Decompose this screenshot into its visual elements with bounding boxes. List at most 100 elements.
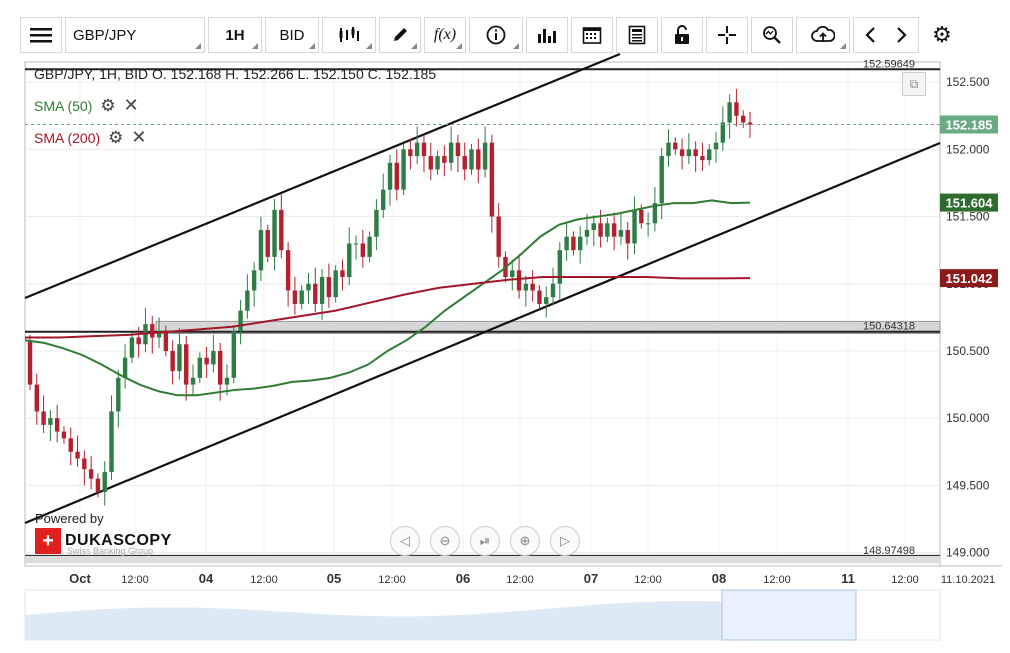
- candle-body: [156, 330, 162, 338]
- level-label: 150.64318: [863, 321, 915, 333]
- sma200-price-tag: [940, 269, 998, 288]
- draw-tool-button[interactable]: [379, 17, 421, 53]
- close-icon[interactable]: ✕: [123, 95, 139, 115]
- candle-body: [469, 149, 474, 170]
- candle-body: [231, 330, 236, 378]
- y-tick-label: 150.000: [946, 411, 990, 425]
- candle-body: [238, 310, 243, 331]
- candle-body: [571, 236, 576, 251]
- sma200-label: SMA (200): [34, 129, 101, 146]
- support-zone: [155, 320, 941, 334]
- y-tick-label: 151.500: [946, 210, 990, 224]
- zoom-out-button[interactable]: ⊖: [430, 526, 460, 556]
- zoom-button[interactable]: [751, 17, 793, 53]
- side-selector[interactable]: BID: [265, 17, 319, 53]
- gear-icon[interactable]: ⚙: [108, 127, 124, 147]
- candle-body: [109, 411, 114, 472]
- candle-body: [150, 324, 155, 338]
- close-icon[interactable]: ✕: [131, 127, 147, 147]
- channel-upper-line: [24, 52, 621, 300]
- sma50-price-tag: [940, 193, 998, 212]
- candle-body: [577, 236, 583, 251]
- x-tick-label: Oct: [69, 571, 91, 586]
- candle-body: [652, 203, 658, 224]
- candle-body: [224, 377, 230, 385]
- candle-body: [75, 451, 80, 459]
- news-button[interactable]: [616, 17, 658, 53]
- crosshair-button[interactable]: [706, 17, 748, 53]
- info-icon: [486, 25, 506, 45]
- current-price-label: 152.185: [946, 117, 993, 132]
- scroll-left-button[interactable]: ◁: [390, 526, 420, 556]
- lock-button[interactable]: [661, 17, 703, 53]
- candle-body: [720, 122, 726, 143]
- upload-button[interactable]: [796, 17, 850, 53]
- timeframe-selector[interactable]: 1H: [208, 17, 262, 53]
- level-label: 152.59649: [863, 58, 915, 70]
- candle-body: [136, 337, 141, 345]
- x-tick-label: 12:00: [121, 574, 149, 586]
- candle-body: [122, 357, 128, 378]
- sma200-legend: SMA (200) ⚙ ✕: [34, 127, 146, 148]
- symbol-selector[interactable]: GBP/JPY: [65, 17, 205, 53]
- y-tick-label: 149.000: [946, 546, 990, 560]
- candle-body: [211, 350, 216, 365]
- candle-body: [102, 471, 107, 493]
- x-tick-label: 11.10.2021: [941, 574, 995, 586]
- reset-button[interactable]: ⏯: [470, 526, 500, 556]
- candle-body: [306, 283, 311, 291]
- volume-button[interactable]: [526, 17, 568, 53]
- settings-button[interactable]: ⚙: [922, 17, 962, 53]
- y-tick-label: 152.000: [946, 142, 990, 156]
- candle-body: [184, 344, 189, 385]
- calendar-button[interactable]: [571, 17, 613, 53]
- y-tick-label: 149.500: [946, 478, 990, 492]
- x-tick-label: 05: [327, 571, 341, 586]
- unlock-icon: [675, 25, 689, 44]
- crosshair-icon: [718, 26, 736, 44]
- candle-body: [673, 142, 678, 150]
- x-tick-label: 07: [584, 571, 598, 586]
- candle-body: [82, 458, 87, 470]
- gear-icon[interactable]: ⚙: [100, 95, 116, 115]
- candle-body: [360, 243, 366, 257]
- bar-chart-icon: [538, 29, 556, 43]
- x-tick-label: 06: [456, 571, 470, 586]
- candle-body: [54, 418, 60, 432]
- candle-body: [408, 149, 413, 157]
- candle-body: [319, 277, 325, 304]
- menu-button[interactable]: [20, 17, 62, 53]
- candle-body: [95, 478, 101, 493]
- info-button[interactable]: [469, 17, 523, 53]
- chart-type-button[interactable]: [322, 17, 376, 53]
- triangle-left-icon: ◁: [400, 533, 410, 548]
- candle-body: [557, 250, 563, 284]
- chevron-right-icon[interactable]: [896, 26, 908, 44]
- level-label: 148.97498: [863, 545, 915, 557]
- dukascopy-logo: + DUKASCOPY Swiss Banking Group: [35, 528, 172, 556]
- candle-body: [639, 209, 644, 224]
- candle-body: [516, 270, 522, 291]
- zoom-in-button[interactable]: ⊕: [510, 526, 540, 556]
- ohlc-readout: GBP/JPY, 1H, BID O. 152.168 H. 152.266 L…: [34, 66, 437, 82]
- candle-body: [245, 290, 250, 311]
- candle-body: [679, 149, 685, 157]
- candle-body: [584, 230, 590, 237]
- candle-body: [713, 142, 719, 150]
- zoom-in-icon: ⊕: [519, 533, 531, 548]
- candle-body: [550, 283, 556, 298]
- popout-icon[interactable]: ⧉: [902, 72, 926, 96]
- scroll-right-button[interactable]: ▷: [550, 526, 580, 556]
- candle-body: [591, 223, 596, 230]
- bottom-band: [25, 555, 940, 564]
- candle-body: [88, 469, 94, 479]
- chevron-left-icon[interactable]: [864, 26, 876, 44]
- candle-body: [116, 377, 121, 412]
- candle-body: [333, 270, 338, 298]
- calendar-icon: [582, 27, 602, 44]
- navigator-area: [25, 601, 855, 640]
- indicators-button[interactable]: f(x): [424, 17, 466, 53]
- candle-body: [428, 156, 433, 170]
- candle-body: [693, 149, 698, 157]
